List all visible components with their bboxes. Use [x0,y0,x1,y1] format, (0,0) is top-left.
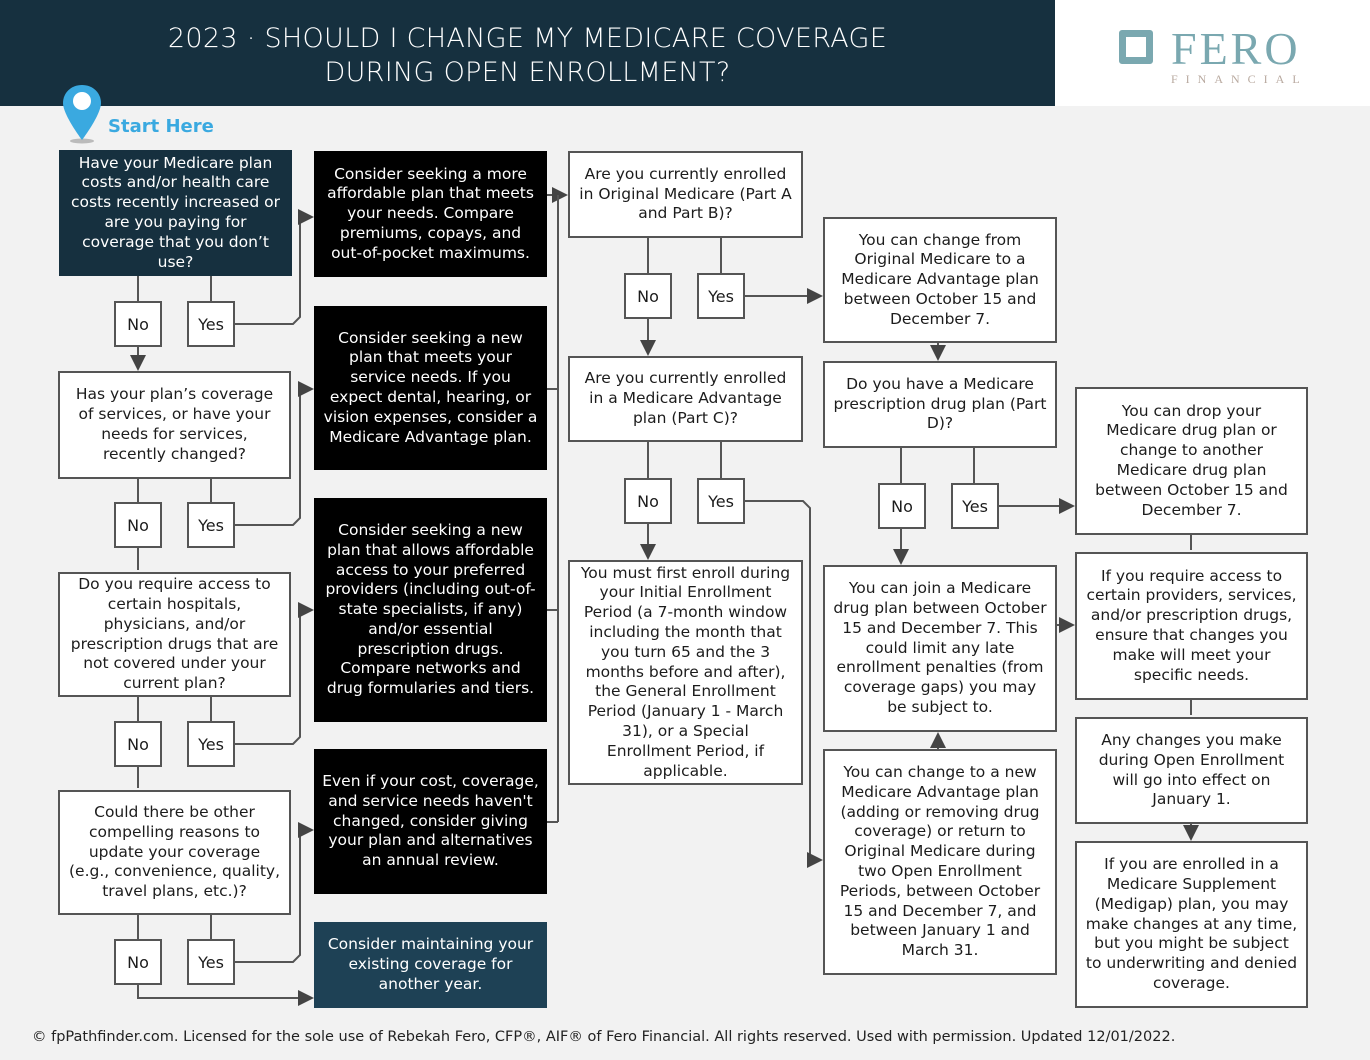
logo-subtitle: FINANCIAL [1171,72,1308,86]
action-provider-access: Consider seeking a new plan that allows … [314,498,547,722]
title-line-1: 2023 · SHOULD I CHANGE MY MEDICARE COVER… [167,23,888,54]
q6-yes-button[interactable]: Yes [697,478,745,524]
start-here-label: Start Here [108,116,214,137]
q6-no-button[interactable]: No [624,478,672,524]
q7-yes-button[interactable]: Yes [951,483,999,529]
action-service-needs: Consider seeking a new plan that meets y… [314,306,547,470]
q3-no-button[interactable]: No [114,721,162,767]
footer-copyright: © fpPathfinder.com. Licensed for the sol… [32,1029,1176,1045]
location-pin-icon [63,85,101,144]
question-costs-increased: Have your Medicare plan costs and/or hea… [59,150,292,276]
q2-no-button[interactable]: No [114,502,162,548]
q3-yes-button[interactable]: Yes [187,721,235,767]
result-medigap: If you are enrolled in a Medicare Supple… [1075,841,1308,1008]
logo: FERO FINANCIAL [1055,0,1370,106]
q4-yes-button[interactable]: Yes [187,939,235,985]
result-drop-drug-plan: You can drop your Medicare drug plan or … [1075,387,1308,535]
q2-yes-button[interactable]: Yes [187,502,235,548]
question-provider-access: Do you require access to certain hospita… [58,572,291,697]
result-effective-date: Any changes you make during Open Enrollm… [1075,717,1308,824]
result-ensure-needs: If you require access to certain provide… [1075,552,1308,700]
action-affordable-plan: Consider seeking a more affordable plan … [314,151,547,277]
result-change-to-advantage: You can change from Original Medicare to… [823,217,1057,343]
question-medicare-advantage: Are you currently enrolled in a Medicare… [568,356,803,442]
logo-mark-icon [1119,30,1153,64]
q5-no-button[interactable]: No [624,273,672,319]
result-initial-enrollment: You must first enroll during your Initia… [568,560,803,785]
q5-yes-button[interactable]: Yes [697,273,745,319]
question-other-reasons: Could there be other compelling reasons … [58,790,291,915]
page-title: 2023 · SHOULD I CHANGE MY MEDICARE COVER… [0,0,1055,106]
q4-no-button[interactable]: No [114,939,162,985]
logo-name: FERO [1171,23,1301,74]
action-annual-review: Even if your cost, coverage, and service… [314,749,547,894]
result-join-drug-plan: You can join a Medicare drug plan betwee… [823,565,1057,732]
question-original-medicare: Are you currently enrolled in Original M… [568,151,803,238]
q1-no-button[interactable]: No [114,301,162,347]
q1-yes-button[interactable]: Yes [187,301,235,347]
question-coverage-changed: Has your plan’s coverage of services, or… [58,371,291,479]
result-change-advantage-plan: You can change to a new Medicare Advanta… [823,749,1057,975]
q7-no-button[interactable]: No [878,483,926,529]
question-drug-plan: Do you have a Medicare prescription drug… [823,361,1057,448]
title-line-2: DURING OPEN ENROLLMENT? [324,57,731,88]
action-maintain-coverage: Consider maintaining your existing cover… [314,922,547,1008]
